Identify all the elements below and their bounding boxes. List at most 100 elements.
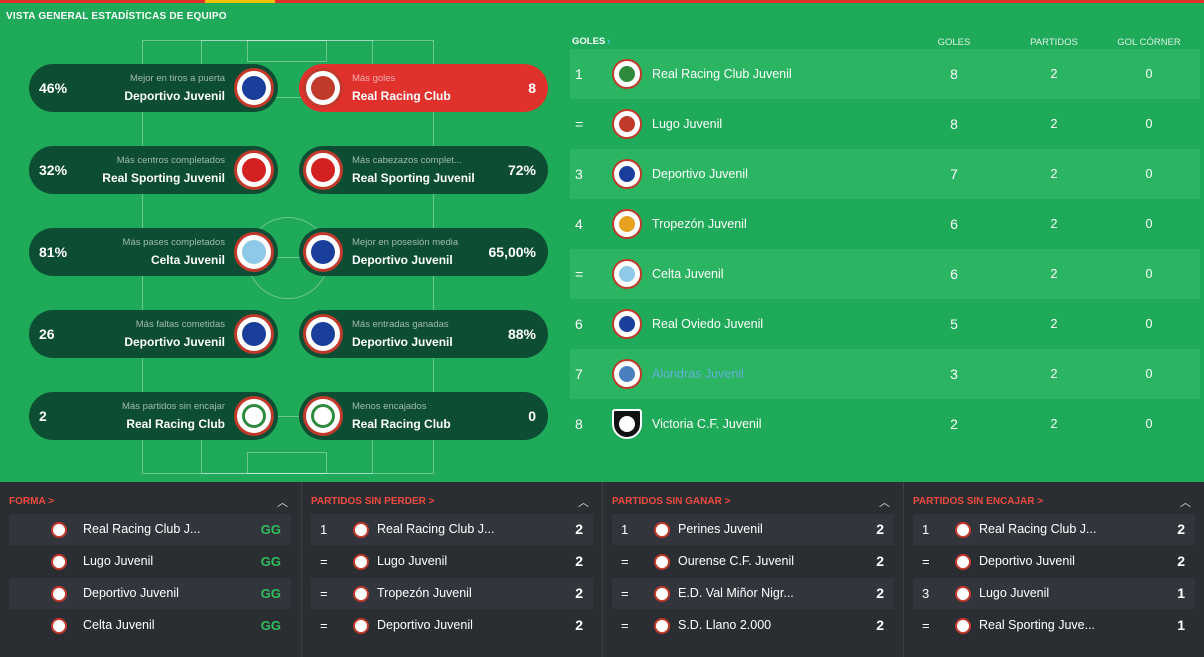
table-row[interactable]: 4 Tropezón Juvenil 6 2 0 <box>570 199 1200 249</box>
club-crest-icon <box>303 150 343 190</box>
chevron-up-icon[interactable]: ︿ <box>1180 497 1191 509</box>
form-result: GG <box>260 522 281 537</box>
table-row[interactable]: 7 Alondras Juvenil 3 2 0 <box>570 349 1200 399</box>
panel-title-link[interactable]: PARTIDOS SIN GANAR > <box>612 496 731 507</box>
panel-title-link[interactable]: FORMA > <box>9 496 54 507</box>
panel-title-link[interactable]: PARTIDOS SIN ENCAJAR > <box>913 496 1044 507</box>
stat-team-name: Real Racing Club <box>352 89 451 103</box>
list-item[interactable]: Lugo Juvenil GG <box>9 546 291 577</box>
stat-value: 88% <box>507 326 536 342</box>
stat-label: Más cabezazos complet... <box>352 155 462 166</box>
stat-pill[interactable]: 65,00% Mejor en posesión media Deportivo J… <box>299 228 548 276</box>
streak-value: 2 <box>575 617 583 633</box>
stat-pill[interactable]: 81% Más pases completados Celta Juvenil <box>29 228 278 276</box>
table-row[interactable]: 3 Deportivo Juvenil 7 2 0 <box>570 149 1200 199</box>
goals-value: 6 <box>950 216 958 232</box>
team-name-link[interactable]: Alondras Juvenil <box>652 367 744 381</box>
list-item[interactable]: Celta Juvenil GG <box>9 610 291 641</box>
row-position: 1 <box>575 66 583 82</box>
table-row[interactable]: 8 Victoria C.F. Juvenil 2 2 0 <box>570 399 1200 449</box>
team-name-link[interactable]: Real Racing Club J... <box>979 522 1097 536</box>
chevron-up-icon[interactable]: ︿ <box>277 497 288 509</box>
top-accent-bar <box>0 0 1204 3</box>
corner-goals-value: 0 <box>1145 367 1153 381</box>
column-header-played[interactable]: PARTIDOS <box>1030 37 1078 48</box>
team-name-link[interactable]: Victoria C.F. Juvenil <box>652 417 762 431</box>
list-item[interactable]: = Tropezón Juvenil 2 <box>311 578 593 609</box>
list-item[interactable]: 1 Real Racing Club J... 2 <box>311 514 593 545</box>
list-item[interactable]: Real Racing Club J... GG <box>9 514 291 545</box>
stat-pill[interactable]: 0 Menos encajados Real Racing Club <box>299 392 548 440</box>
club-crest-icon <box>51 618 67 634</box>
team-name-link[interactable]: Celta Juvenil <box>83 618 155 632</box>
club-crest-icon <box>303 396 343 436</box>
table-row[interactable]: 1 Real Racing Club Juvenil 8 2 0 <box>570 49 1200 99</box>
chevron-up-icon[interactable]: ︿ <box>879 497 890 509</box>
list-item[interactable]: = Real Sporting Juve... 1 <box>913 610 1195 641</box>
goals-value: 6 <box>950 266 958 282</box>
team-name-link[interactable]: Celta Juvenil <box>652 267 724 281</box>
list-item[interactable]: = E.D. Val Miñor Nigr... 2 <box>612 578 894 609</box>
team-name-link[interactable]: S.D. Llano 2.000 <box>678 618 772 632</box>
chevron-up-icon[interactable]: ︿ <box>578 497 589 509</box>
stat-label: Más entradas ganadas <box>352 319 449 330</box>
played-value: 2 <box>1050 117 1058 131</box>
team-name-link[interactable]: Perines Juvenil <box>678 522 763 536</box>
team-name-link[interactable]: Real Sporting Juve... <box>979 618 1096 632</box>
team-name-link[interactable]: Real Racing Club Juvenil <box>652 67 792 81</box>
stat-pill[interactable]: 26 Más faltas cometidas Deportivo Juvenil <box>29 310 278 358</box>
list-item[interactable]: 3 Lugo Juvenil 1 <box>913 578 1195 609</box>
team-name-link[interactable]: Lugo Juvenil <box>377 554 448 568</box>
stat-pill[interactable]: 32% Más centros completados Real Sporting … <box>29 146 278 194</box>
stat-team-name: Deportivo Juvenil <box>352 335 453 349</box>
team-name-link[interactable]: Real Racing Club J... <box>83 522 201 536</box>
streak-value: 2 <box>575 521 583 537</box>
list-item[interactable]: 1 Real Racing Club J... 2 <box>913 514 1195 545</box>
column-header-corner-goals[interactable]: GOL CÓRNER <box>1117 37 1181 48</box>
team-name-link[interactable]: Lugo Juvenil <box>652 117 723 131</box>
list-item[interactable]: 1 Perines Juvenil 2 <box>612 514 894 545</box>
stat-pill[interactable]: 8 Más goles Real Racing Club <box>299 64 548 112</box>
table-row[interactable]: = Celta Juvenil 6 2 0 <box>570 249 1200 299</box>
stat-label: Más faltas cometidas <box>135 319 225 330</box>
table-row[interactable]: = Lugo Juvenil 8 2 0 <box>570 99 1200 149</box>
list-item[interactable]: = Ourense C.F. Juvenil 2 <box>612 546 894 577</box>
team-name-link[interactable]: Deportivo Juvenil <box>377 618 473 632</box>
goals-table-link[interactable]: GOLES › <box>572 36 611 47</box>
club-crest-icon <box>955 586 971 602</box>
team-name-link[interactable]: Real Racing Club J... <box>377 522 495 536</box>
team-name-link[interactable]: Deportivo Juvenil <box>652 167 748 181</box>
stat-pill[interactable]: 46% Mejor en tiros a puerta Deportivo Juve… <box>29 64 278 112</box>
row-position: 3 <box>922 586 930 601</box>
club-crest-icon <box>612 109 642 139</box>
row-position: = <box>320 618 328 633</box>
team-name-link[interactable]: Real Oviedo Juvenil <box>652 317 764 331</box>
club-crest-icon <box>51 586 67 602</box>
list-item[interactable]: Deportivo Juvenil GG <box>9 578 291 609</box>
team-name-link[interactable]: Lugo Juvenil <box>83 554 154 568</box>
team-name-link[interactable]: Tropezón Juvenil <box>652 217 747 231</box>
list-item[interactable]: = Deportivo Juvenil 2 <box>311 610 593 641</box>
stat-value: 8 <box>528 80 536 96</box>
stat-pill[interactable]: 2 Más partidos sin encajar Real Racing Clu… <box>29 392 278 440</box>
played-value: 2 <box>1050 167 1058 181</box>
team-name-link[interactable]: Deportivo Juvenil <box>83 586 179 600</box>
team-name-link[interactable]: Lugo Juvenil <box>979 586 1050 600</box>
list-item[interactable]: = Lugo Juvenil 2 <box>311 546 593 577</box>
club-crest-icon <box>612 409 642 439</box>
stat-pill[interactable]: 88% Más entradas ganadas Deportivo Juvenil <box>299 310 548 358</box>
list-item[interactable]: = S.D. Llano 2.000 2 <box>612 610 894 641</box>
team-name-link[interactable]: Ourense C.F. Juvenil <box>678 554 795 568</box>
goals-value: 7 <box>950 166 958 182</box>
team-name-link[interactable]: Tropezón Juvenil <box>377 586 472 600</box>
table-row[interactable]: 6 Real Oviedo Juvenil 5 2 0 <box>570 299 1200 349</box>
stat-pill[interactable]: 72% Más cabezazos complet... Real Sporting… <box>299 146 548 194</box>
stat-team-name: Celta Juvenil <box>150 253 225 267</box>
column-header-goals[interactable]: GOLES <box>937 37 971 48</box>
club-crest-icon <box>612 259 642 289</box>
team-name-link[interactable]: E.D. Val Miñor Nigr... <box>678 586 794 600</box>
stat-team-name: Deportivo Juvenil <box>124 335 225 349</box>
list-item[interactable]: = Deportivo Juvenil 2 <box>913 546 1195 577</box>
panel-title-link[interactable]: PARTIDOS SIN PERDER > <box>311 496 435 507</box>
team-name-link[interactable]: Deportivo Juvenil <box>979 554 1075 568</box>
